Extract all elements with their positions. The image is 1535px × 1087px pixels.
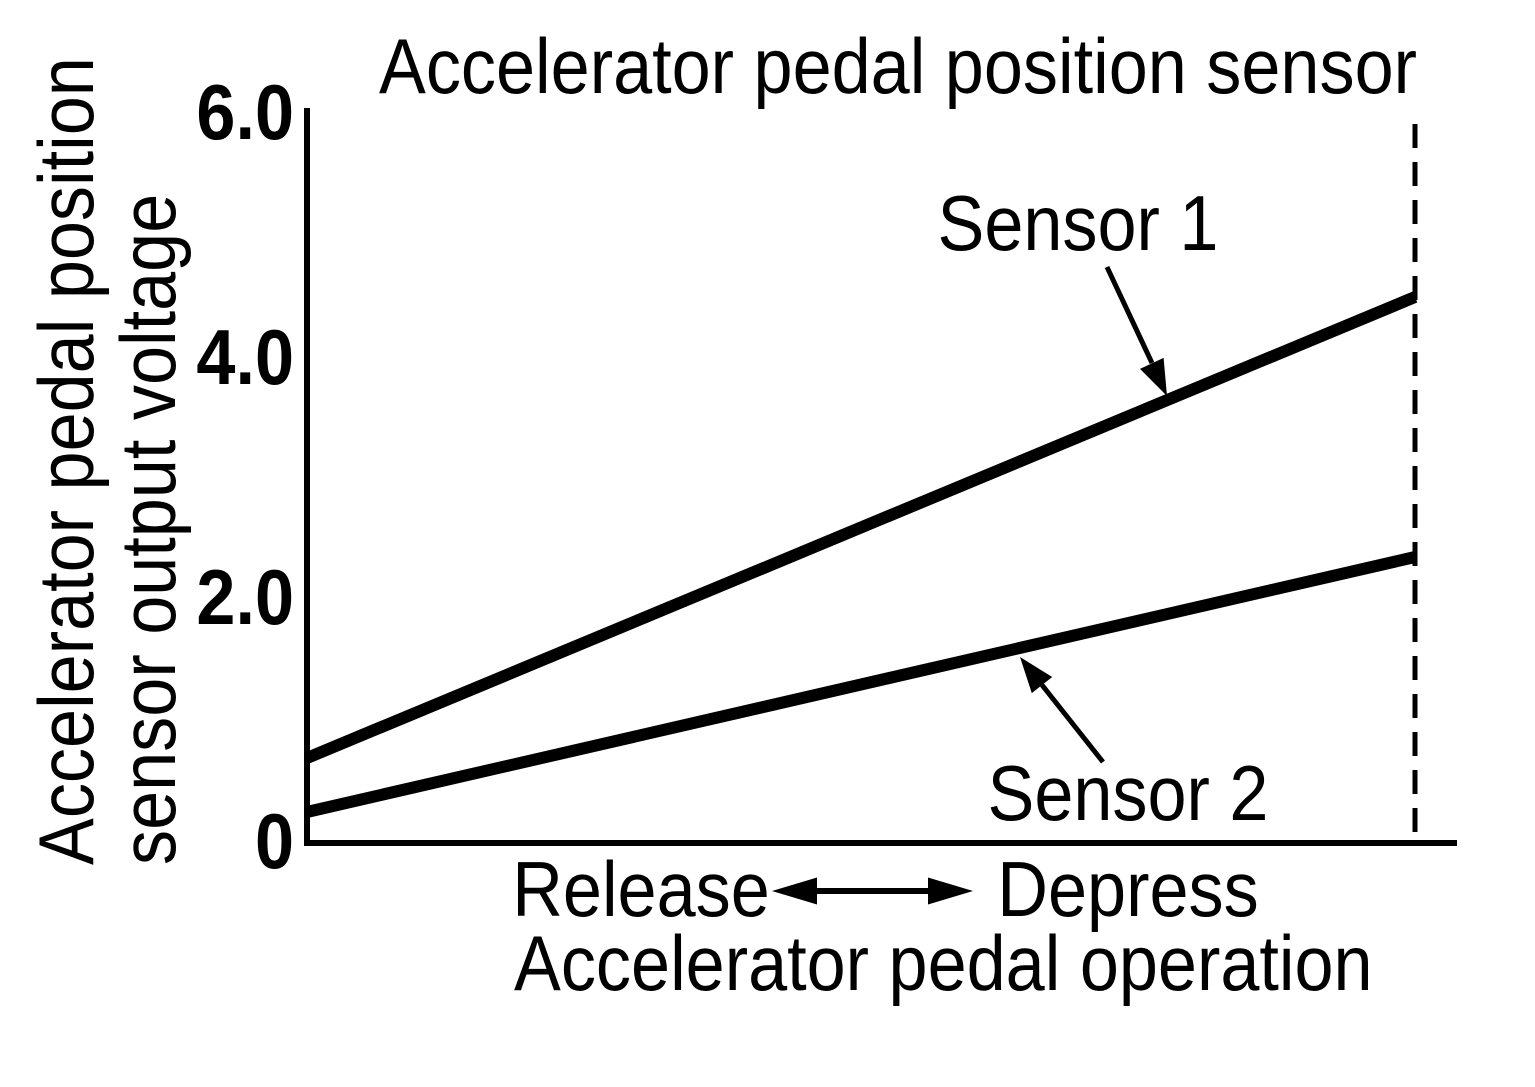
y-tick-2: 2.0 [196,553,294,641]
y-tick-6: 6.0 [196,68,294,156]
sensor2-line [305,551,1417,818]
sensor1-line [304,291,1418,764]
y-tick-4: 4.0 [196,313,294,401]
sensor1-annotation-arrow [1104,265,1167,396]
y-axis-label-line1: Accelerator pedal position [22,57,110,866]
release-label: Release [512,845,770,933]
sensor2-label: Sensor 2 [987,749,1269,837]
release-depress-arrow [772,877,973,905]
depress-label: Depress [997,845,1259,933]
y-axis-label-line2: sensor output voltage [104,193,192,865]
y-tick-0: 0 [254,797,294,885]
y-axis-label: Accelerator pedal position sensor output… [22,57,195,866]
x-axis-label: Accelerator pedal operation [514,919,1373,1007]
sensor1-label: Sensor 1 [937,179,1219,267]
sensor2-annotation-arrow [1020,657,1105,764]
chart-title: Accelerator pedal position sensor [378,22,1417,110]
